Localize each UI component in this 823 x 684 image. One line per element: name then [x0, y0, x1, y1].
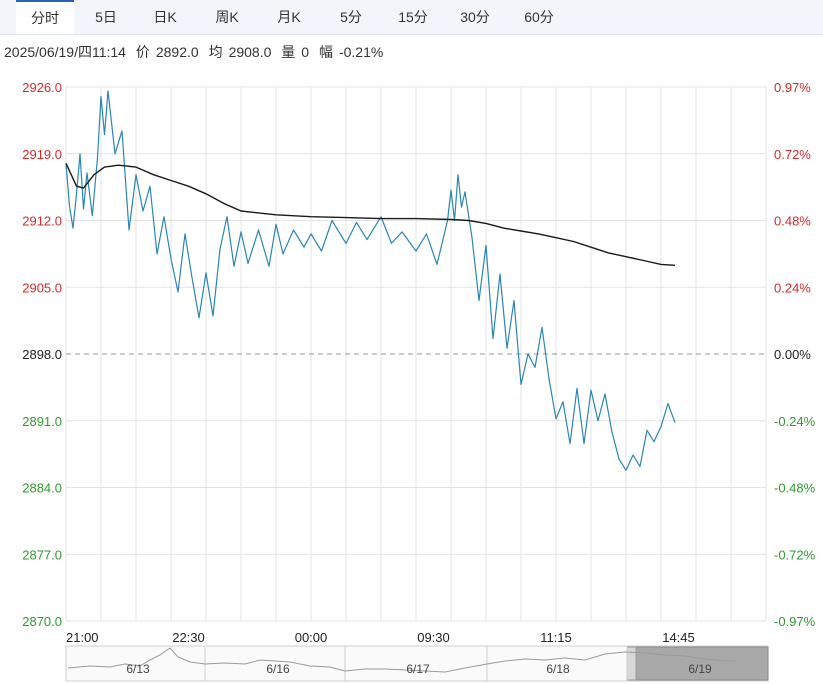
y-tick-label: 2877.0 [22, 547, 62, 562]
tab-4[interactable]: 月K [277, 9, 301, 25]
y-tick-label: 2884.0 [22, 481, 62, 496]
y-tick-pct-label: -0.48% [774, 481, 816, 496]
y-tick-label: 2898.0 [22, 347, 62, 362]
navigator-trend [67, 647, 735, 673]
x-tick-label: 00:00 [295, 630, 328, 645]
navigator-day-label: 6/13 [126, 662, 150, 676]
y-tick-label: 2870.0 [22, 614, 62, 629]
y-tick-pct-label: 0.24% [774, 280, 811, 295]
tab-7[interactable]: 30分 [460, 9, 490, 25]
navigator-day-label: 6/17 [406, 662, 430, 676]
y-tick-pct-label: -0.24% [774, 414, 816, 429]
info-price: 2892.0 [155, 44, 199, 60]
tab-5[interactable]: 5分 [340, 9, 362, 25]
info-vol: 0 [301, 44, 310, 60]
x-tick-label: 14:45 [662, 630, 695, 645]
info-vol-label: 量 [281, 44, 296, 60]
tab-6[interactable]: 15分 [398, 9, 428, 25]
y-tick-pct-label: -0.97% [774, 614, 816, 629]
x-tick-label: 22:30 [172, 630, 205, 645]
info-avg: 2908.0 [228, 44, 272, 60]
info-avg-label: 均 [208, 44, 223, 60]
y-tick-label: 2926.0 [22, 80, 62, 95]
tab-3[interactable]: 周K [215, 9, 239, 25]
info-chg-label: 幅 [318, 44, 333, 60]
tab-2[interactable]: 日K [153, 9, 177, 25]
chart-period-tabs: 分时 5日 日K 周K 月K 5分 15分 30分 60分 [0, 0, 823, 35]
navigator-day-label: 6/19 [688, 662, 712, 676]
y-tick-label: 2919.0 [22, 147, 62, 162]
y-tick-pct-label: 0.48% [774, 214, 811, 229]
navigator-day-label: 6/18 [546, 662, 570, 676]
avg-price-line [65, 163, 676, 266]
tab-0[interactable]: 分时 [16, 0, 74, 34]
info-datetime: 2025/06/19/四11:14 [4, 44, 126, 60]
price-line [65, 90, 676, 471]
info-chg: -0.21% [338, 44, 384, 60]
y-tick-label: 2905.0 [22, 280, 62, 295]
y-tick-pct-label: 0.97% [774, 80, 811, 95]
navigator-day-label: 6/16 [266, 662, 290, 676]
x-tick-label: 09:30 [417, 630, 450, 645]
y-tick-pct-label: -0.72% [774, 547, 816, 562]
x-tick-label: 21:00 [66, 630, 99, 645]
y-tick-pct-label: 0.00% [774, 347, 811, 362]
tab-1[interactable]: 5日 [95, 9, 117, 25]
y-tick-label: 2912.0 [22, 214, 62, 229]
y-tick-pct-label: 0.72% [774, 147, 811, 162]
x-tick-label: 11:15 [540, 630, 572, 645]
info-price-label: 价 [135, 44, 150, 60]
tab-8[interactable]: 60分 [524, 9, 554, 25]
navigator-selection [635, 646, 769, 681]
y-tick-label: 2891.0 [22, 414, 62, 429]
